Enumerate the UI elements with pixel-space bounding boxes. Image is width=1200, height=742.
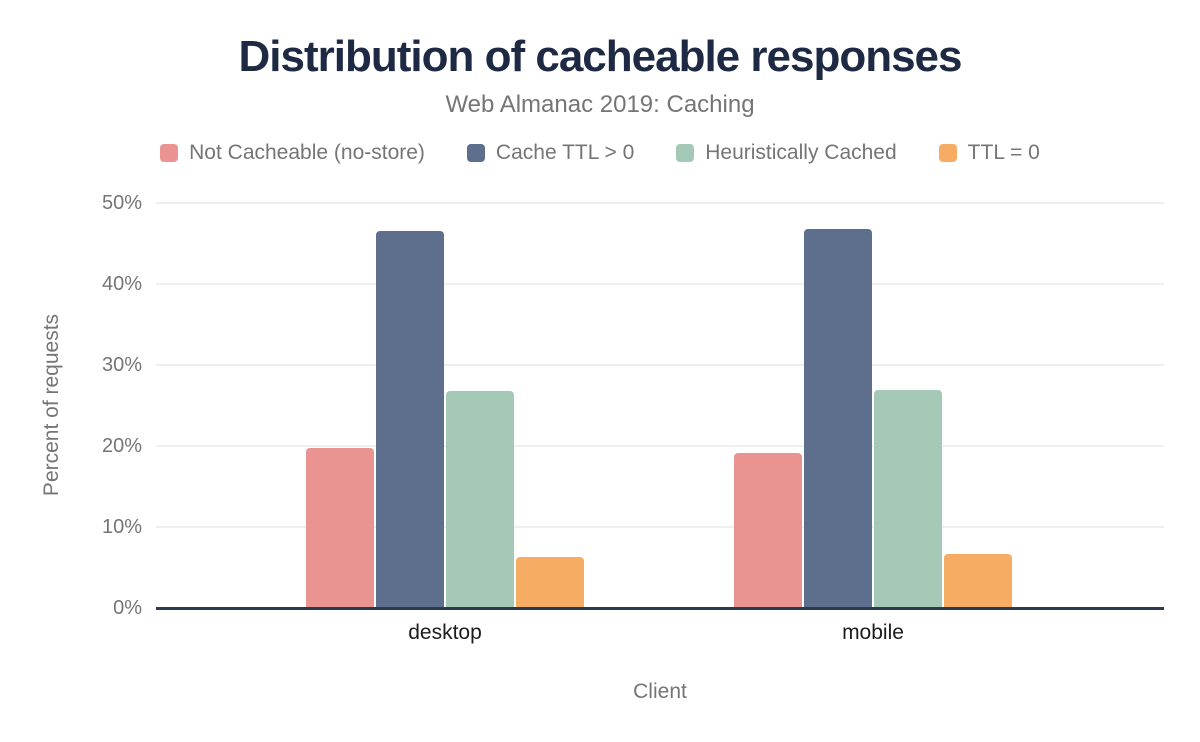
bar-desktop-1	[306, 447, 374, 608]
legend-swatch-icon	[466, 144, 485, 162]
y-tick-label: 40%	[101, 273, 142, 295]
legend-item: Not Cacheable (no-store)	[160, 141, 425, 165]
y-axis-title: Percent of requests	[40, 313, 63, 496]
chart-title: Distribution of cacheable responses	[238, 32, 963, 81]
legend-label: Heuristically Cached	[705, 141, 897, 164]
legend-item: TTL = 0	[938, 141, 1040, 165]
bar-mobile-2	[804, 228, 872, 608]
legend: Not Cacheable (no-store) Cache TTL > 0 Heu…	[0, 141, 1200, 165]
gridline	[156, 445, 1164, 447]
bar-desktop-2	[376, 230, 444, 608]
x-axis-line	[156, 607, 1164, 610]
legend-swatch-icon	[160, 144, 179, 162]
bar-mobile-3	[874, 390, 942, 608]
x-category-label: desktop	[408, 621, 482, 644]
y-tick-label: 20%	[101, 435, 142, 457]
y-tick-label: 50%	[101, 192, 142, 214]
y-tick-label: 0%	[113, 597, 142, 619]
chart-subtitle: Web Almanac 2019: Caching	[445, 91, 755, 118]
gridline	[156, 283, 1164, 285]
y-tick-label: 10%	[101, 516, 142, 538]
gridline	[156, 202, 1164, 204]
gridline	[156, 364, 1164, 366]
gridline	[156, 526, 1164, 528]
bar-mobile-1	[734, 453, 802, 608]
legend-swatch-icon	[676, 144, 695, 162]
bar-mobile-4	[944, 553, 1012, 608]
legend-label: TTL = 0	[967, 141, 1040, 164]
x-axis-title: Client	[633, 680, 687, 703]
x-category-label: mobile	[842, 621, 904, 644]
bar-desktop-3	[446, 390, 514, 608]
legend-swatch-icon	[938, 144, 957, 162]
legend-label: Cache TTL > 0	[495, 141, 635, 164]
legend-label: Not Cacheable (no-store)	[189, 141, 425, 164]
legend-item: Heuristically Cached	[676, 141, 897, 165]
y-tick-label: 30%	[101, 354, 142, 376]
legend-item: Cache TTL > 0	[466, 141, 635, 165]
bar-desktop-4	[516, 556, 584, 608]
